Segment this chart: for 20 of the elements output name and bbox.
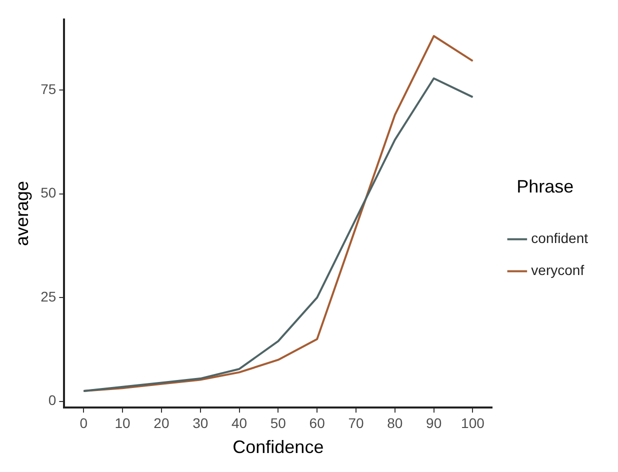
- x-tick-label: 80: [387, 414, 403, 431]
- y-tick-label: 75: [40, 80, 56, 97]
- y-tick-label: 50: [40, 184, 56, 201]
- x-tick-label: 60: [309, 414, 326, 431]
- y-tick-label: 0: [48, 392, 56, 408]
- x-tick-label: 50: [270, 414, 286, 431]
- x-tick-label: 70: [348, 414, 364, 431]
- y-axis-title: average: [12, 180, 32, 246]
- x-axis-title: Confidence: [232, 437, 324, 458]
- x-tick-label: 20: [154, 414, 170, 431]
- legend-label: veryconf: [531, 262, 584, 278]
- x-tick-label: 100: [461, 414, 485, 431]
- y-tick-label: 25: [40, 288, 56, 304]
- x-tick-label: 90: [426, 414, 442, 431]
- legend-title: Phrase: [516, 176, 574, 197]
- legend-label: confident: [531, 230, 588, 246]
- x-tick-label: 0: [80, 414, 88, 431]
- x-tick-label: 40: [231, 414, 248, 431]
- x-tick-label: 30: [192, 414, 208, 431]
- x-tick-label: 10: [114, 414, 131, 431]
